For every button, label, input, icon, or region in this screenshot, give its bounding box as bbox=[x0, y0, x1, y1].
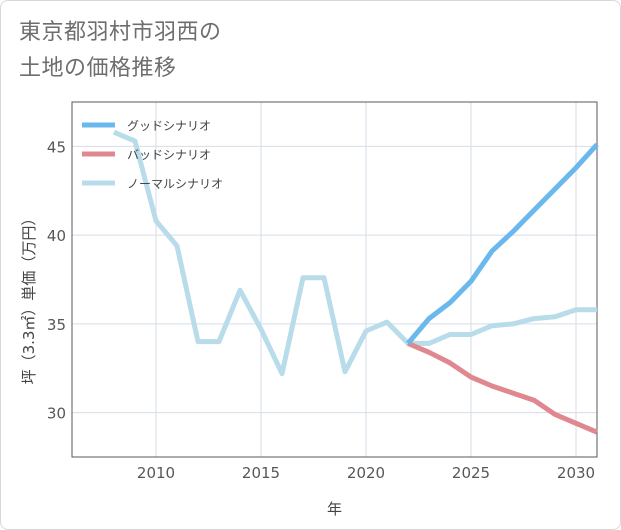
series-lines bbox=[113, 129, 599, 435]
chart-title-line2: 土地の価格推移 bbox=[19, 56, 177, 81]
series-line bbox=[113, 129, 597, 377]
x-tick-label: 2030 bbox=[557, 464, 595, 482]
y-tick-label: 35 bbox=[47, 316, 66, 334]
legend-item[interactable]: バッドシナリオ bbox=[82, 148, 211, 162]
legend-item[interactable]: ノーマルシナリオ bbox=[82, 177, 223, 191]
x-tick-label: 2020 bbox=[347, 464, 385, 482]
x-tick-label: 2010 bbox=[137, 464, 175, 482]
chart-title: 東京都羽村市羽西の 土地の価格推移 bbox=[19, 15, 222, 87]
plot-frame bbox=[71, 101, 598, 458]
series-line bbox=[406, 142, 599, 346]
legend-label: グッドシナリオ bbox=[127, 119, 211, 133]
legend-item[interactable]: グッドシナリオ bbox=[82, 119, 211, 133]
x-axis-label: 年 bbox=[327, 500, 342, 518]
legend-label: バッドシナリオ bbox=[127, 148, 211, 162]
x-axis-ticks: 2010 2015 2020 2025 2030 bbox=[137, 464, 595, 482]
x-tick-label: 2015 bbox=[242, 464, 280, 482]
x-tick-label: 2025 bbox=[452, 464, 490, 482]
y-axis-ticks: 30 35 40 45 bbox=[47, 138, 66, 422]
y-tick-label: 45 bbox=[47, 138, 66, 156]
legend-label: ノーマルシナリオ bbox=[127, 177, 223, 191]
y-tick-label: 40 bbox=[47, 227, 66, 245]
series-line bbox=[407, 341, 598, 435]
chart-title-line1: 東京都羽村市羽西の bbox=[19, 20, 222, 45]
y-axis-label: 坪（3.3㎡）単価（万円） bbox=[20, 211, 38, 385]
y-tick-label: 30 bbox=[47, 405, 66, 423]
plot-border bbox=[71, 101, 598, 458]
